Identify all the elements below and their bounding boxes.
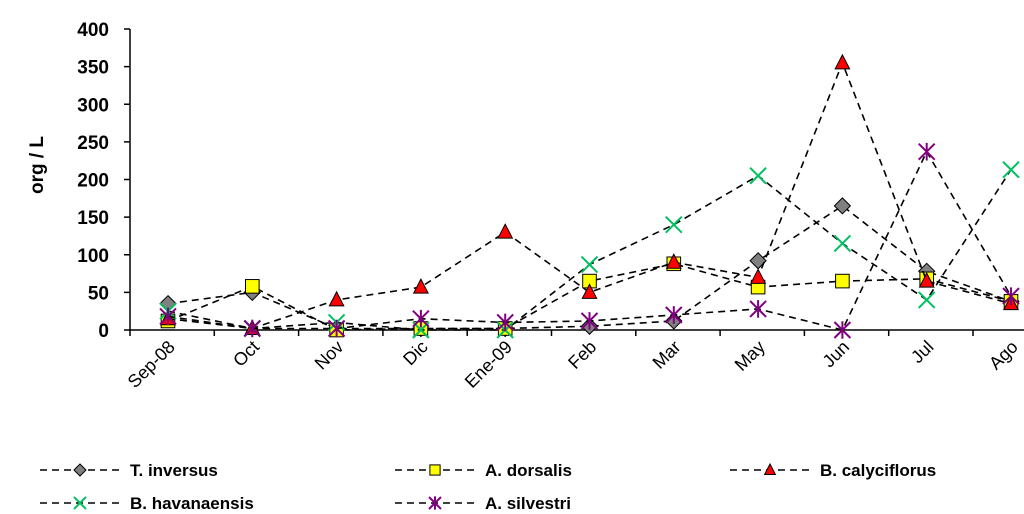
legend-marker <box>763 462 777 475</box>
y-tick-label: 50 <box>88 283 109 304</box>
series-line <box>167 149 1012 331</box>
legend-item: B. havanaensis <box>40 494 254 513</box>
legend-item: T. inversus <box>40 461 218 480</box>
data-point <box>412 309 430 328</box>
legend-label: B. calyciflorus <box>820 461 936 480</box>
data-point <box>159 307 177 326</box>
legend-marker <box>428 496 442 510</box>
series-line <box>167 262 1012 331</box>
x-tick-label: Sep-08 <box>124 337 179 392</box>
data-point <box>1002 161 1020 179</box>
data-point <box>581 283 598 299</box>
data-point <box>835 273 850 289</box>
x-tick-label: May <box>731 337 769 375</box>
data-point <box>833 321 852 339</box>
data-point <box>328 290 345 307</box>
data-point <box>665 306 683 324</box>
legend-item: A. dorsalis <box>395 461 572 480</box>
data-point <box>412 278 429 294</box>
x-tick-label: Ene-09 <box>461 337 516 392</box>
y-tick-label: 100 <box>77 246 109 267</box>
x-axis: Sep-08 Oct Nov Dic Ene-09 Feb Mar May Jun Jul Ago <box>124 329 1024 392</box>
data-point <box>243 319 262 338</box>
legend-marker <box>73 496 87 510</box>
legend-label: T. inversus <box>130 461 218 480</box>
data-point <box>834 53 851 70</box>
data-point <box>918 271 935 288</box>
y-axis-title: org / L <box>27 136 48 194</box>
legend-label: B. havanaensis <box>130 494 254 513</box>
x-tick-label: Nov <box>311 337 348 374</box>
series-b-calyciflorus <box>159 53 1020 335</box>
legend-label: A. dorsalis <box>485 461 572 480</box>
legend: T. inversus A. dorsalis B. calyciflorus B. … <box>40 461 936 513</box>
data-point <box>833 197 852 215</box>
legend-item: A. silvestri <box>395 494 571 513</box>
series-line <box>167 204 1012 330</box>
x-tick-label: Jun <box>819 337 854 372</box>
data-point <box>580 255 599 274</box>
series-a-silvestri <box>159 142 1020 339</box>
data-point <box>665 253 682 269</box>
x-tick-label: Mar <box>649 337 685 373</box>
legend-label: A. silvestri <box>485 494 571 513</box>
legend-marker <box>429 464 441 476</box>
x-tick-label: Feb <box>564 337 600 373</box>
data-point <box>749 167 767 185</box>
data-point <box>750 268 767 284</box>
data-point <box>580 312 599 330</box>
series-layer <box>159 53 1020 339</box>
data-point <box>917 291 936 309</box>
data-point <box>496 313 514 332</box>
data-point <box>1002 287 1020 305</box>
series-line <box>167 169 1012 331</box>
data-point <box>497 223 514 239</box>
series-b-havanaensis <box>159 161 1020 339</box>
y-axis: 0 50 100 150 200 250 300 350 400 <box>77 20 131 342</box>
y-tick-label: 200 <box>77 171 109 192</box>
y-tick-label: 400 <box>77 20 109 41</box>
series-line <box>167 60 1012 330</box>
y-tick-label: 300 <box>77 95 109 116</box>
y-tick-label: 0 <box>98 321 109 342</box>
x-tick-label: Dic <box>399 337 432 370</box>
data-point <box>917 142 936 161</box>
data-point <box>665 215 683 234</box>
y-tick-label: 250 <box>77 133 109 154</box>
x-tick-label: Oct <box>229 337 263 371</box>
data-point <box>749 300 767 318</box>
y-tick-label: 350 <box>77 58 109 79</box>
legend-item: B. calyciflorus <box>730 461 936 480</box>
y-tick-label: 150 <box>77 208 109 229</box>
legend-marker <box>73 463 87 477</box>
data-point <box>833 234 852 253</box>
data-point <box>327 319 346 338</box>
x-tick-label: Jul <box>907 337 937 367</box>
data-point <box>245 279 260 294</box>
data-point <box>749 252 767 270</box>
x-tick-label: Ago <box>985 337 1022 374</box>
